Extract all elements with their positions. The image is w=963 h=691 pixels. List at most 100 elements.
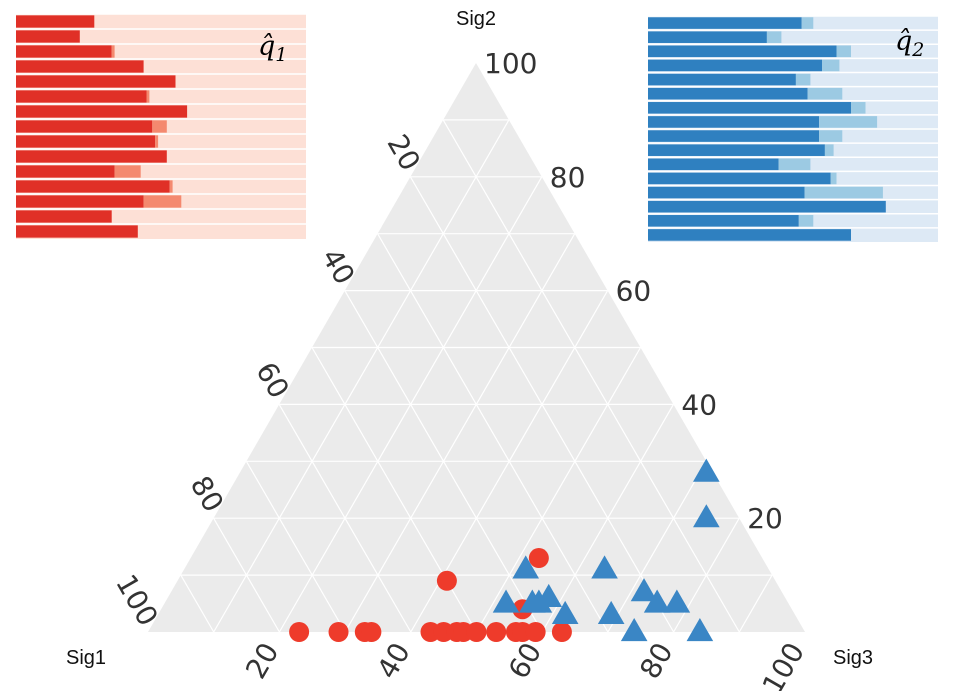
inset-bar-main bbox=[16, 225, 138, 238]
inset-bar-main bbox=[16, 210, 112, 223]
ternary-points bbox=[289, 458, 720, 642]
inset-bar-chart-q2: q̂2 bbox=[648, 15, 938, 242]
data-point-circle bbox=[361, 622, 382, 642]
inset-bar-extra bbox=[111, 45, 115, 58]
inset-bar-main bbox=[16, 30, 80, 43]
inset-bar-main bbox=[16, 45, 112, 58]
data-point-triangle bbox=[492, 589, 520, 613]
inset-bar-chart-q1: q̂1 bbox=[16, 13, 306, 239]
inset-q1-label: q̂1 bbox=[258, 31, 287, 66]
inset-bar-extra bbox=[819, 130, 843, 142]
inset-bar-extra bbox=[146, 90, 150, 103]
inset-q2-label: q̂2 bbox=[895, 26, 924, 61]
vertex-label-sig1: Sig1 bbox=[66, 647, 106, 669]
inset-bar-extra bbox=[830, 172, 837, 185]
data-point-circle bbox=[551, 622, 572, 642]
inset-bar-extra bbox=[155, 135, 159, 148]
inset-bar-main bbox=[16, 15, 95, 28]
inset-bar-extra bbox=[766, 31, 782, 43]
inset-bar-main bbox=[648, 87, 808, 100]
data-point-circle bbox=[525, 622, 546, 642]
inset-bar-main bbox=[648, 200, 886, 213]
inset-bar-extra bbox=[807, 87, 843, 100]
inset-q1-bars bbox=[16, 13, 306, 238]
data-point-triangle bbox=[693, 458, 720, 482]
inset-bar-main bbox=[648, 31, 767, 43]
inset-bar-extra bbox=[143, 195, 182, 208]
data-point-circle bbox=[328, 622, 349, 642]
inset-bar-main bbox=[648, 17, 802, 29]
data-point-triangle bbox=[512, 555, 540, 579]
data-point-circle bbox=[528, 548, 549, 569]
inset-bar-main bbox=[16, 180, 170, 193]
inset-bar-extra bbox=[824, 144, 834, 156]
data-point-triangle bbox=[686, 618, 714, 642]
data-point-triangle bbox=[597, 600, 625, 625]
inset-bar-main bbox=[648, 158, 779, 171]
inset-bar-extra bbox=[114, 165, 141, 178]
data-point-triangle bbox=[551, 600, 579, 625]
inset-bar-main bbox=[16, 120, 153, 133]
inset-bar-main bbox=[648, 45, 837, 58]
grid-line bbox=[377, 233, 609, 633]
grid-line bbox=[213, 517, 280, 633]
inset-bar-main bbox=[648, 215, 799, 227]
inset-bar-main bbox=[648, 172, 831, 185]
inset-bar-extra bbox=[822, 59, 840, 72]
tick-label-bottom: 100 bbox=[756, 637, 811, 691]
vertex-label-sig2: Sig2 bbox=[456, 8, 496, 30]
inset-bar-extra bbox=[836, 45, 851, 58]
inset-bar-extra bbox=[778, 158, 811, 171]
grid-line bbox=[541, 404, 674, 633]
inset-bar-main bbox=[648, 144, 825, 156]
tick-label-right: 40 bbox=[681, 388, 717, 421]
data-point-circle bbox=[486, 622, 507, 642]
tick-label-right: 20 bbox=[747, 502, 783, 535]
data-point-circle bbox=[436, 570, 457, 591]
inset-q2-bars bbox=[648, 15, 938, 241]
inset-bar-main bbox=[16, 75, 176, 88]
grid-line bbox=[607, 461, 707, 633]
inset-bar-main bbox=[16, 90, 147, 103]
inset-bar-main bbox=[16, 60, 144, 73]
inset-bar-extra bbox=[152, 120, 167, 133]
tick-label-bottom: 80 bbox=[633, 637, 679, 684]
inset-bar-main bbox=[648, 73, 796, 86]
grid-line bbox=[213, 119, 510, 633]
inset-bar-main bbox=[16, 135, 156, 148]
data-point-circle bbox=[289, 622, 310, 642]
inset-bar-extra bbox=[804, 186, 883, 199]
vertex-label-sig3: Sig3 bbox=[833, 647, 873, 669]
inset-bar-extra bbox=[819, 116, 878, 128]
data-point-circle bbox=[466, 622, 487, 642]
inset-bar-main bbox=[648, 116, 820, 128]
tick-label-bottom: 20 bbox=[239, 637, 285, 684]
grid-line bbox=[344, 233, 576, 633]
inset-bar-main bbox=[16, 150, 167, 163]
inset-bar-extra bbox=[851, 102, 866, 114]
data-point-triangle bbox=[535, 583, 563, 607]
inset-bar-extra bbox=[798, 215, 814, 227]
inset-bar-main bbox=[648, 59, 822, 72]
tick-label-bottom: 60 bbox=[502, 637, 548, 684]
data-point-triangle bbox=[630, 578, 658, 602]
inset-bar-main bbox=[16, 165, 115, 178]
inset-bar-extra bbox=[795, 73, 811, 86]
grid-line bbox=[180, 574, 215, 633]
data-point-triangle bbox=[693, 504, 720, 528]
inset-bar-main bbox=[648, 186, 805, 199]
data-point-triangle bbox=[663, 589, 691, 613]
tick-label-right: 60 bbox=[616, 275, 652, 308]
data-point-triangle bbox=[620, 618, 648, 642]
inset-bar-extra bbox=[169, 180, 173, 193]
grid-line bbox=[738, 574, 773, 633]
tick-label-right: 80 bbox=[550, 161, 586, 194]
tick-label-right: 100 bbox=[484, 47, 537, 80]
inset-bar-extra bbox=[801, 17, 814, 29]
grid-line bbox=[245, 460, 346, 633]
inset-bar-main bbox=[648, 102, 851, 114]
inset-bar-main bbox=[16, 195, 144, 208]
grid-line bbox=[278, 404, 412, 633]
grid-line bbox=[475, 347, 642, 633]
